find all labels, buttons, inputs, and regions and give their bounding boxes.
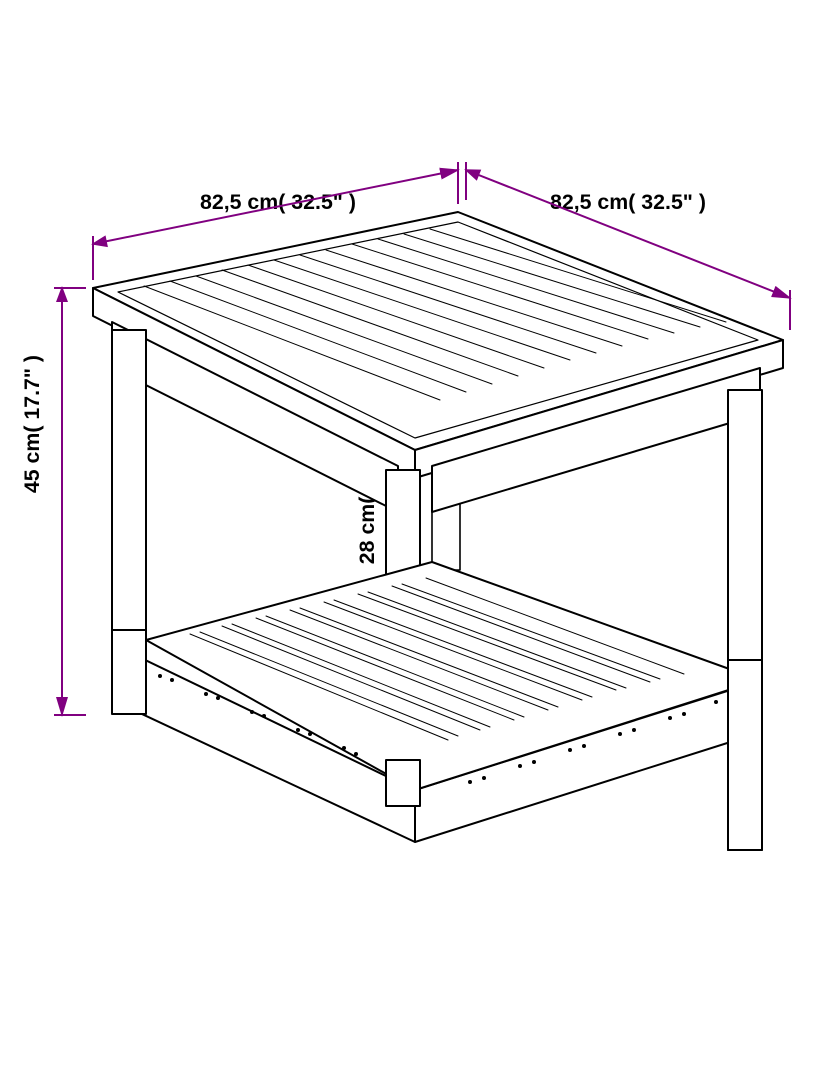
table-lineart [93,212,783,850]
drawing-svg [0,0,830,1080]
diagram-stage: 82,5 cm( 32.5" ) 82,5 cm( 32.5" ) 45 cm(… [0,0,830,1080]
lower-shelf [112,562,762,842]
